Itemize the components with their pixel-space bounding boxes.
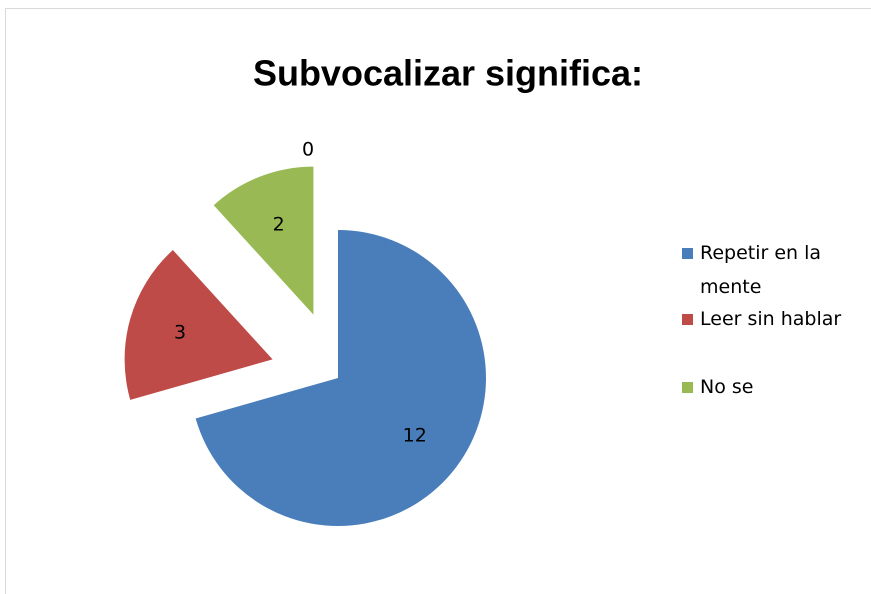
data-label: 12 xyxy=(403,424,427,446)
legend-swatch xyxy=(682,314,693,325)
legend-label: Leer sin hablar xyxy=(700,308,842,330)
data-label: 0 xyxy=(302,139,314,161)
legend-label: No se xyxy=(700,376,754,398)
legend-item: Repetir en la mente xyxy=(682,236,862,304)
legend-swatch xyxy=(682,248,693,259)
chart-title: Subvocalizar significa: xyxy=(253,53,643,94)
pie-slice xyxy=(213,166,314,315)
legend-item: Leer sin hablar xyxy=(682,302,862,336)
legend-item: No se xyxy=(682,370,862,404)
data-label: 2 xyxy=(273,213,285,235)
pie-slice xyxy=(124,250,273,400)
legend-swatch xyxy=(682,382,693,393)
legend-label: Repetir en la mente xyxy=(700,242,822,298)
chart-frame xyxy=(5,8,871,594)
data-label: 3 xyxy=(174,322,186,344)
pie-slice xyxy=(195,230,487,526)
